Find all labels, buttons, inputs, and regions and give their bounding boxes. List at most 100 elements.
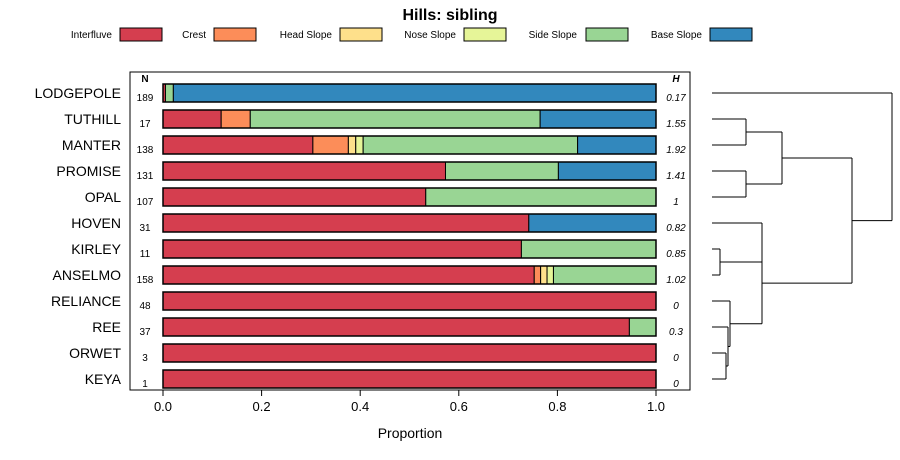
bar-outline-keya [162, 369, 657, 389]
bar-segment-lodgepole-side-slope [164, 83, 174, 103]
n-value-orwet: 3 [142, 353, 148, 364]
bar-segment-anselmo-head-slope [540, 265, 548, 285]
bar-outline-promise [162, 161, 657, 181]
bar-outline-orwet [162, 343, 657, 363]
h-value-hoven: 0.82 [666, 223, 686, 234]
legend-label-side-slope: Side Slope [529, 30, 578, 41]
bar-outline-kirley [162, 239, 657, 259]
n-value-manter: 138 [137, 145, 154, 156]
n-value-promise: 131 [137, 171, 154, 182]
bar-segment-tuthill-side-slope [249, 109, 541, 129]
bar-segment-opal-interfluve [162, 187, 427, 207]
x-tick-label-0.6: 0.6 [450, 399, 468, 414]
legend-label-base-slope: Base Slope [651, 30, 703, 41]
h-column-header: H [672, 74, 680, 85]
bar-outline-opal [162, 187, 657, 207]
bar-outline-hoven [162, 213, 657, 233]
bar-segment-orwet-interfluve [162, 343, 657, 363]
bar-segment-lodgepole-base-slope [172, 83, 657, 103]
row-label-hoven: HOVEN [71, 215, 121, 231]
bar-segment-manter-base-slope [577, 135, 657, 155]
bar-segment-tuthill-crest [220, 109, 251, 129]
legend-swatch-interfluve [119, 27, 163, 42]
chart-title: Hills: sibling [402, 7, 497, 24]
n-column-header: N [141, 74, 148, 85]
x-axis: 0.0 0.2 0.4 0.6 0.8 1.0 [154, 390, 665, 414]
row-label-ree: REE [92, 319, 121, 335]
legend-swatch-head-slope [339, 27, 383, 42]
legend-label-interfluve: Interfluve [71, 30, 113, 41]
bar-outline-ree [162, 317, 657, 337]
bar-segment-promise-side-slope [444, 161, 559, 181]
row-label-opal: OPAL [85, 189, 122, 205]
x-tick-label-0.8: 0.8 [548, 399, 566, 414]
bar-segment-anselmo-side-slope [552, 265, 657, 285]
bar-segment-manter-interfluve [162, 135, 314, 155]
h-value-ree: 0.3 [669, 327, 683, 338]
n-value-lodgepole: 189 [137, 93, 154, 104]
x-tick-label-0.2: 0.2 [253, 399, 271, 414]
bar-segment-tuthill-interfluve [162, 109, 222, 129]
x-tick-label-1.0: 1.0 [647, 399, 665, 414]
legend-label-head-slope: Head Slope [280, 30, 333, 41]
h-value-promise: 1.41 [666, 171, 685, 182]
n-value-opal: 107 [137, 197, 154, 208]
n-value-kirley: 11 [140, 249, 151, 260]
row-label-keya: KEYA [85, 371, 122, 387]
legend: Interfluve Crest Head Slope Nose Slope Side … [71, 27, 753, 42]
legend-label-crest: Crest [182, 30, 206, 41]
bar-segment-keya-interfluve [162, 369, 657, 389]
n-value-tuthill: 17 [139, 119, 151, 130]
legend-swatch-base-slope [709, 27, 753, 42]
row-label-kirley: KIRLEY [71, 241, 121, 257]
bar-outline-anselmo [162, 265, 657, 285]
bar-segment-promise-base-slope [557, 161, 657, 181]
legend-swatch-crest [213, 27, 257, 42]
h-value-orwet: 0 [673, 353, 679, 364]
h-value-anselmo: 1.02 [666, 275, 686, 286]
bar-outline-lodgepole [162, 83, 657, 103]
row-label-promise: PROMISE [56, 163, 121, 179]
bar-segment-manter-head-slope [347, 135, 357, 155]
legend-swatch-nose-slope [463, 27, 507, 42]
bar-segment-manter-nose-slope [355, 135, 364, 155]
bar-segment-anselmo-interfluve [162, 265, 535, 285]
bar-segment-ree-side-slope [628, 317, 657, 337]
row-label-reliance: RELIANCE [51, 293, 121, 309]
bar-segment-ree-interfluve [162, 317, 630, 337]
h-value-opal: 1 [673, 197, 679, 208]
legend-label-nose-slope: Nose Slope [404, 30, 456, 41]
bar-segment-promise-interfluve [162, 161, 446, 181]
bar-segment-kirley-side-slope [520, 239, 657, 259]
bar-outline-manter [162, 135, 657, 155]
n-value-ree: 37 [139, 327, 151, 338]
h-value-kirley: 0.85 [666, 249, 686, 260]
n-value-reliance: 48 [139, 301, 151, 312]
bar-segment-opal-side-slope [425, 187, 657, 207]
bar-segment-anselmo-crest [533, 265, 542, 285]
x-axis-label: Proportion [378, 425, 443, 441]
x-tick-label-0.0: 0.0 [154, 399, 172, 414]
n-value-keya: 1 [142, 379, 148, 390]
row-label-tuthill: TUTHILL [64, 111, 121, 127]
h-value-reliance: 0 [673, 301, 679, 312]
bar-segment-tuthill-base-slope [539, 109, 657, 129]
n-value-anselmo: 158 [137, 275, 154, 286]
bar-segment-manter-side-slope [362, 135, 579, 155]
row-label-anselmo: ANSELMO [53, 267, 122, 283]
row-label-lodgepole: LODGEPOLE [35, 85, 121, 101]
bar-segment-manter-crest [312, 135, 349, 155]
bar-outline-reliance [162, 291, 657, 311]
n-value-hoven: 31 [139, 223, 151, 234]
h-value-lodgepole: 0.17 [666, 93, 686, 104]
bar-segment-hoven-base-slope [528, 213, 657, 233]
x-tick-label-0.4: 0.4 [351, 399, 369, 414]
bar-segment-kirley-interfluve [162, 239, 522, 259]
row-label-manter: MANTER [62, 137, 121, 153]
h-value-manter: 1.92 [666, 145, 686, 156]
bar-outline-tuthill [162, 109, 657, 129]
h-value-tuthill: 1.55 [666, 119, 686, 130]
bar-segment-reliance-interfluve [162, 291, 657, 311]
bar-segment-hoven-interfluve [162, 213, 530, 233]
